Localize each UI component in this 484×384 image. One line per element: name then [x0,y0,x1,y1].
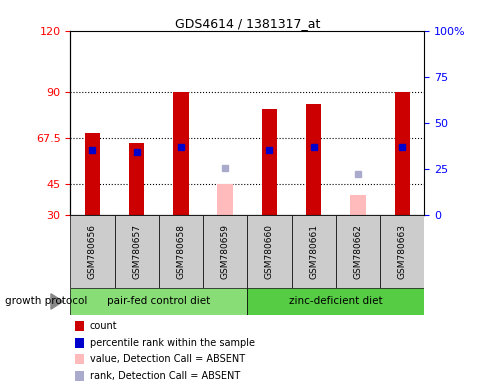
Text: zinc-deficient diet: zinc-deficient diet [288,296,382,306]
Bar [129,143,144,215]
Bar [114,215,158,288]
Text: percentile rank within the sample: percentile rank within the sample [90,338,254,348]
Bar [70,215,114,288]
Bar [393,92,409,215]
Text: GSM780658: GSM780658 [176,224,185,279]
Text: growth protocol: growth protocol [5,296,87,306]
Text: GSM780659: GSM780659 [220,224,229,279]
Bar [247,288,424,315]
Text: GSM780657: GSM780657 [132,224,141,279]
Text: GSM780663: GSM780663 [397,224,406,279]
Bar [379,215,424,288]
Title: GDS4614 / 1381317_at: GDS4614 / 1381317_at [174,17,319,30]
Bar [247,215,291,288]
Text: rank, Detection Call = ABSENT: rank, Detection Call = ABSENT [90,371,240,381]
Text: GSM780661: GSM780661 [309,224,318,279]
Text: value, Detection Call = ABSENT: value, Detection Call = ABSENT [90,354,244,364]
Text: GSM780662: GSM780662 [353,224,362,279]
Text: count: count [90,321,117,331]
Bar [70,288,247,315]
Bar [261,109,277,215]
Text: GSM780660: GSM780660 [264,224,273,279]
Bar [335,215,379,288]
Bar [305,104,321,215]
Bar [291,215,335,288]
Bar [349,195,365,215]
Bar [173,92,188,215]
Bar [158,215,203,288]
Text: GSM780656: GSM780656 [88,224,97,279]
Bar [217,184,232,215]
Bar [85,133,100,215]
Bar [203,215,247,288]
Text: pair-fed control diet: pair-fed control diet [107,296,210,306]
